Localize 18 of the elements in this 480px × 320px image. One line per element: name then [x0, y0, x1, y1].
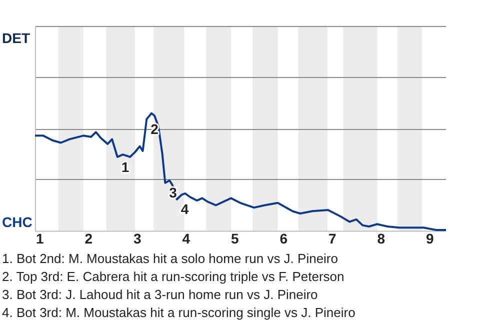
x-tick-label: 9 [426, 230, 434, 246]
text: 4. Bot 3rd: M. Moustakas hit a run-scoring single vs J. Pineiro [2, 304, 356, 320]
ref-line-label: DET [2, 30, 30, 46]
x-tick-label: 3 [133, 230, 142, 246]
x-tick-label: 7 [328, 230, 337, 246]
annotation: 4 [180, 201, 189, 218]
annotation: 1 [121, 158, 130, 175]
text: 1. Bot 2nd: M. Moustakas hit a solo home run vs J. Pineiro [2, 250, 339, 268]
x-tick-label: 6 [280, 230, 288, 246]
annotation: 2 [150, 121, 159, 138]
text: CHC [2, 214, 32, 230]
x-tick-label: 2 [84, 230, 93, 246]
x-tick-label: 4 [182, 230, 190, 246]
x-tick-label: 5 [230, 230, 239, 246]
x-tick-label: 1 [36, 230, 44, 246]
text: 3. Bot 3rd: J. Lahoud hit a 3-run home run vs J. Pineiro [2, 286, 319, 304]
text: 2. Top 3rd: E. Cabrera hit a run-scoring triple vs F. Peterson [2, 268, 346, 286]
x-tick-label: 8 [377, 230, 386, 246]
